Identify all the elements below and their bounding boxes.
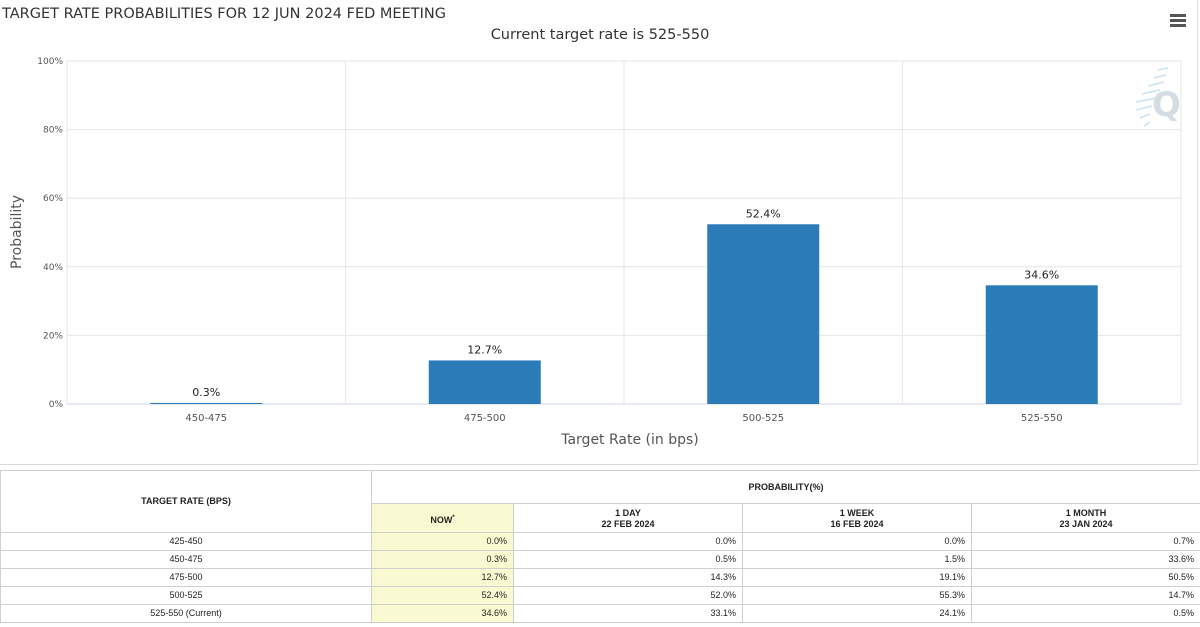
value-cell-1-day: 0.0%	[513, 532, 743, 551]
y-tick-label: 80%	[43, 126, 63, 136]
quikstrike-logo-icon: Q	[1135, 67, 1180, 127]
value-cell-1-week: 1.5%	[742, 550, 972, 569]
value-cell-1-day: 52.0%	[513, 586, 743, 605]
column-header-1-month: 1 MONTH 23 JAN 2024	[971, 503, 1200, 533]
x-tick-label: 475-500	[464, 413, 506, 424]
rate-cell: 425-450	[0, 532, 372, 551]
table-row: 425-450 0.0% 0.0% 0.0% 0.7%	[0, 532, 1200, 551]
column-header-1-week-label: 1 WEEK	[839, 508, 875, 518]
value-cell-1-day: 14.3%	[513, 568, 743, 587]
data-label: 0.3%	[192, 386, 220, 399]
probability-header: PROBABILITY(%)	[371, 470, 1200, 504]
y-tick-label: 60%	[43, 194, 63, 204]
value-cell-1-day: 33.1%	[513, 604, 743, 623]
chart-subtitle: Current target rate is 525-550	[490, 27, 710, 43]
value-cell-1-week: 24.1%	[742, 604, 972, 623]
value-cell-1-month: 0.7%	[971, 532, 1200, 551]
value-cell-1-week: 0.0%	[742, 532, 972, 551]
bar-chart: 0% 20% 40% 60% 80% 100% 0.3% 450-475 12.7% 475-50…	[9, 57, 1182, 448]
column-header-now-label: NOW	[430, 514, 453, 525]
rate-cell: 525-550 (Current)	[0, 604, 372, 623]
column-header-1-week-date: 16 FEB 2024	[830, 519, 884, 529]
x-tick-label: 500-525	[742, 413, 784, 424]
value-cell-1-week: 19.1%	[742, 568, 972, 587]
data-label: 34.6%	[1024, 268, 1059, 281]
data-label: 12.7%	[467, 343, 502, 356]
value-cell-now: 12.7%	[371, 568, 514, 587]
table-row: 500-525 52.4% 52.0% 55.3% 14.7%	[0, 586, 1200, 605]
hamburger-menu-icon[interactable]	[1170, 14, 1186, 28]
value-cell-1-day: 0.5%	[513, 550, 743, 569]
column-header-1-month-date: 23 JAN 2024	[1059, 519, 1113, 529]
y-tick-label: 100%	[37, 57, 63, 67]
bar-500-525	[707, 224, 820, 404]
y-axis-title: Probability	[9, 195, 25, 269]
value-cell-now: 34.6%	[371, 604, 514, 623]
column-header-1-day-date: 22 FEB 2024	[601, 519, 655, 529]
y-tick-label: 0%	[49, 400, 64, 410]
table-row: 450-475 0.3% 0.5% 1.5% 33.6%	[0, 550, 1200, 569]
value-cell-now: 0.3%	[371, 550, 514, 569]
value-cell-1-month: 50.5%	[971, 568, 1200, 587]
column-header-1-day: 1 DAY 22 FEB 2024	[513, 503, 743, 533]
bar-475-500	[428, 360, 541, 404]
target-rate-header: TARGET RATE (BPS)	[0, 470, 372, 533]
value-cell-1-month: 0.5%	[971, 604, 1200, 623]
bar-450-475	[150, 402, 263, 404]
data-label: 52.4%	[746, 207, 781, 220]
x-tick-label: 450-475	[185, 413, 227, 424]
bar-525-550	[985, 285, 1098, 404]
column-header-1-week: 1 WEEK 16 FEB 2024	[742, 503, 972, 533]
probability-table: TARGET RATE (BPS) PROBABILITY(%) NOW* 1 …	[0, 470, 1200, 623]
chart-title: TARGET RATE PROBABILITIES FOR 12 JUN 202…	[2, 6, 446, 22]
rate-cell: 475-500	[0, 568, 372, 587]
value-cell-1-week: 55.3%	[742, 586, 972, 605]
y-tick-label: 20%	[43, 331, 63, 341]
rate-cell: 450-475	[0, 550, 372, 569]
now-footnote-marker: *	[452, 514, 455, 521]
svg-text:Q: Q	[1152, 85, 1180, 125]
column-header-now: NOW*	[371, 503, 514, 533]
chart-panel: TARGET RATE PROBABILITIES FOR 12 JUN 202…	[0, 0, 1198, 465]
value-cell-now: 52.4%	[371, 586, 514, 605]
column-header-1-day-label: 1 DAY	[615, 508, 641, 518]
x-tick-label: 525-550	[1021, 413, 1063, 424]
x-axis-title: Target Rate (in bps)	[560, 432, 699, 448]
value-cell-1-month: 33.6%	[971, 550, 1200, 569]
table-row: 475-500 12.7% 14.3% 19.1% 50.5%	[0, 568, 1200, 587]
rate-cell: 500-525	[0, 586, 372, 605]
column-header-1-month-label: 1 MONTH	[1065, 508, 1107, 518]
y-tick-label: 40%	[43, 263, 63, 273]
table-row: 525-550 (Current) 34.6% 33.1% 24.1% 0.5%	[0, 604, 1200, 623]
value-cell-now: 0.0%	[371, 532, 514, 551]
value-cell-1-month: 14.7%	[971, 586, 1200, 605]
